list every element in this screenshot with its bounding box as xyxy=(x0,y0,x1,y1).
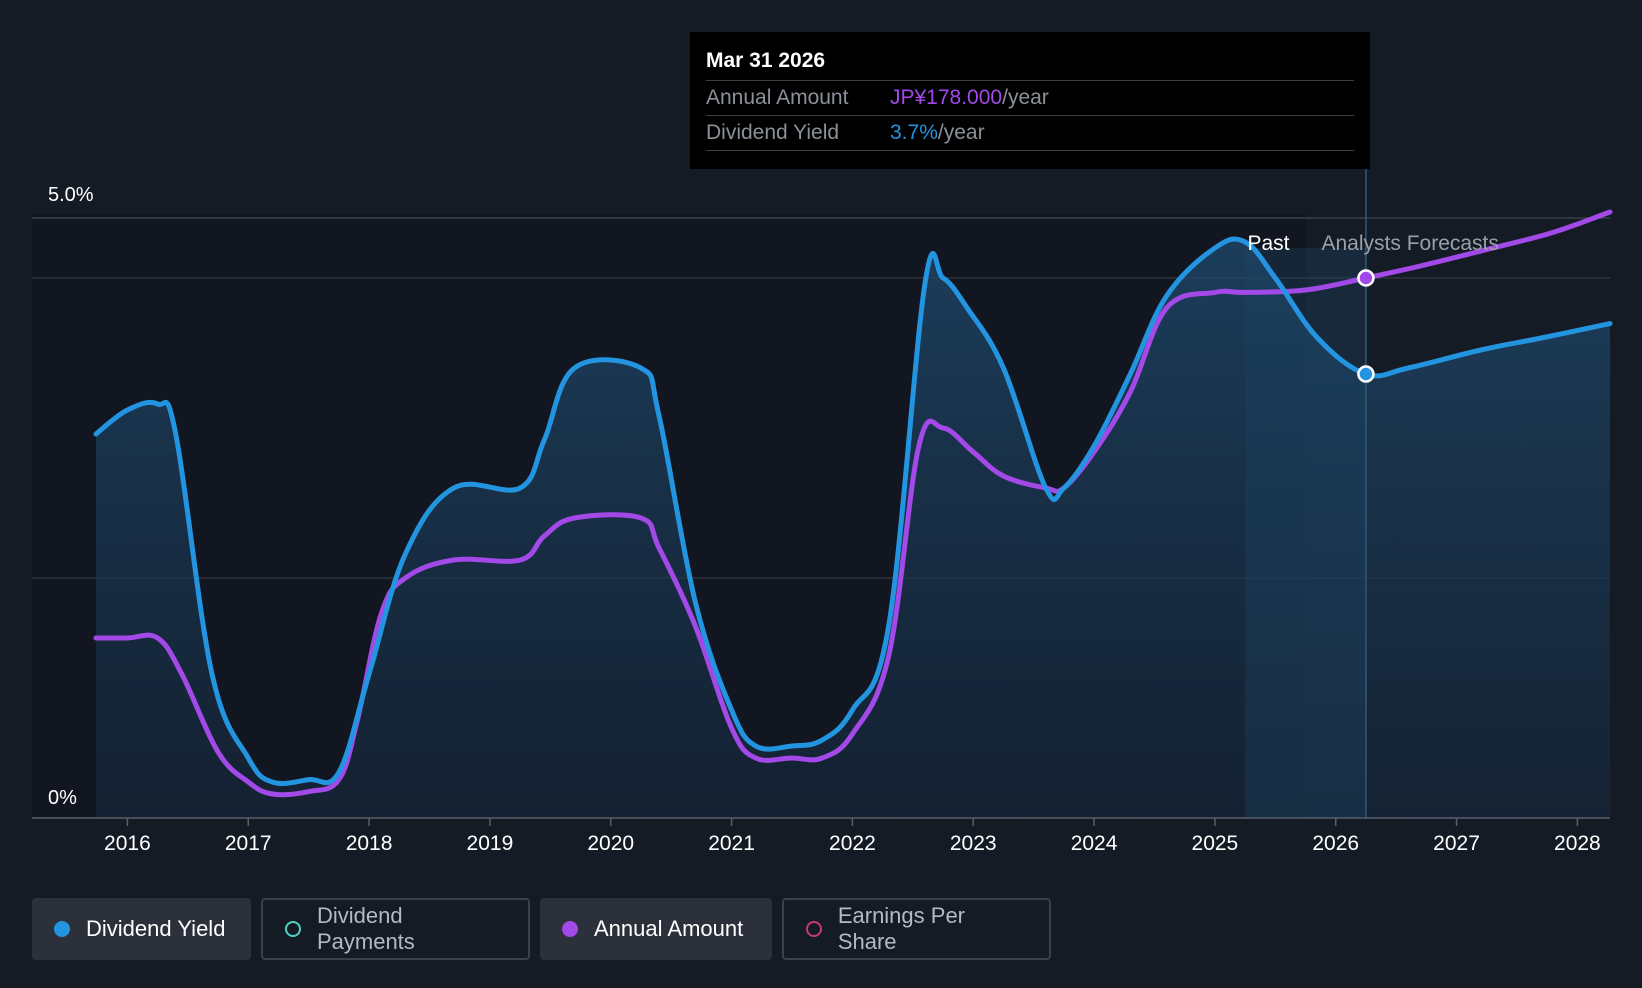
legend-label: Annual Amount xyxy=(594,916,744,941)
x-tick-label: 2028 xyxy=(1554,832,1601,855)
hover-band xyxy=(1245,248,1366,818)
legend-label: Dividend Yield xyxy=(86,916,226,941)
highlight-point xyxy=(1357,365,1375,383)
legend-dot-icon xyxy=(562,921,578,937)
highlight-point xyxy=(1357,269,1375,287)
tooltip-date: Mar 31 2026 xyxy=(706,49,826,72)
dividend-chart: 2016 2017 2018 2019 2020 2021 2022 2023 2024 2025… xyxy=(32,169,1613,855)
y-tick-label: 5.0% xyxy=(48,184,94,206)
chart-tooltip: Mar 31 2026 Annual Amount JP¥178.000 /ye… xyxy=(690,32,1370,169)
x-tick-label: 2023 xyxy=(950,832,997,855)
tooltip-dividend-yield-row: Dividend Yield 3.7% /year xyxy=(706,115,1354,151)
tooltip-dividend-yield-value: 3.7% xyxy=(890,121,938,144)
x-tick-label: 2024 xyxy=(1071,832,1118,855)
tooltip-annual-amount-label: Annual Amount xyxy=(706,86,849,109)
tooltip-dividend-yield-unit: /year xyxy=(937,121,985,144)
tooltip-annual-amount-unit: /year xyxy=(1002,86,1049,109)
tooltip-dividend-yield-label: Dividend Yield xyxy=(706,121,840,144)
legend-dot-icon xyxy=(54,921,70,937)
chart-legend: Dividend Yield Dividend Payments Annual … xyxy=(32,898,1051,960)
annual-amount-line xyxy=(93,209,1613,798)
x-tick-label: 2019 xyxy=(467,832,514,855)
x-tick-label: 2022 xyxy=(829,832,876,855)
legend-label: Dividend Payments xyxy=(316,903,415,954)
chart-svg: 2016 2017 2018 2019 2020 2021 2022 2023 2024 2025… xyxy=(32,169,1613,855)
dividend-yield-line xyxy=(93,236,1613,787)
tooltip-annual-amount-value: JP¥178.000 xyxy=(890,86,1003,109)
x-tick-label: 2020 xyxy=(587,832,634,855)
legend-label: Earnings Per Share xyxy=(837,903,966,954)
legend-dividend-yield[interactable]: Dividend Yield xyxy=(32,898,251,960)
x-tick-label: 2026 xyxy=(1312,832,1359,855)
legend-annual-amount[interactable]: Annual Amount xyxy=(540,898,772,960)
tooltip-annual-amount-row: Annual Amount JP¥178.000 /year xyxy=(706,80,1354,115)
past-label: Past xyxy=(1247,232,1289,255)
x-tick-label: 2017 xyxy=(225,832,272,855)
dividend-yield-area xyxy=(96,238,1610,819)
x-tick-label: 2016 xyxy=(104,832,151,855)
x-tick-label: 2027 xyxy=(1433,832,1480,855)
x-tick-label: 2018 xyxy=(346,832,393,855)
x-tick-label: 2021 xyxy=(708,832,755,855)
legend-earnings-per-share[interactable]: Earnings Per Share xyxy=(782,898,1051,960)
y-tick-label: 0% xyxy=(48,787,77,809)
legend-dividend-payments[interactable]: Dividend Payments xyxy=(261,898,530,960)
legend-circle-icon xyxy=(806,921,822,937)
forecast-label: Analysts Forecasts xyxy=(1322,232,1499,255)
x-tick-label: 2025 xyxy=(1192,832,1239,855)
legend-circle-icon xyxy=(285,921,301,937)
